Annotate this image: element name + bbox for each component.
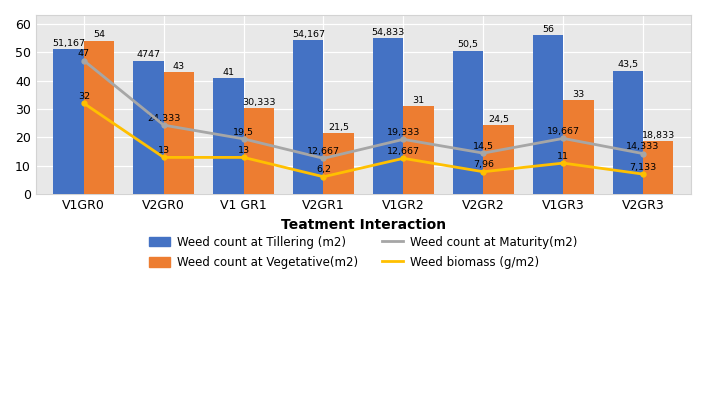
Text: 43,5: 43,5: [617, 61, 638, 69]
Text: 4747: 4747: [136, 51, 160, 59]
Text: 12,667: 12,667: [307, 147, 340, 156]
Text: 33: 33: [573, 90, 585, 99]
Bar: [323, 133, 354, 194]
Bar: [54, 49, 84, 194]
Bar: [84, 41, 114, 194]
Text: 54,833: 54,833: [371, 28, 405, 37]
Bar: [293, 40, 323, 194]
Text: 21,5: 21,5: [328, 123, 349, 132]
Text: 54: 54: [93, 30, 105, 39]
Bar: [484, 124, 514, 194]
Text: 30,333: 30,333: [242, 98, 275, 107]
Text: 41: 41: [222, 68, 234, 76]
Text: 19,5: 19,5: [233, 127, 254, 137]
Bar: [643, 141, 674, 194]
Bar: [563, 100, 594, 194]
Bar: [453, 51, 484, 194]
Text: 6,2: 6,2: [316, 166, 331, 174]
Text: 54,167: 54,167: [292, 30, 325, 39]
Text: 51,167: 51,167: [52, 39, 85, 48]
Text: 43: 43: [173, 62, 185, 71]
Bar: [533, 35, 563, 194]
Text: 56: 56: [542, 25, 554, 34]
Text: 18,833: 18,833: [642, 131, 675, 139]
Bar: [403, 106, 433, 194]
Bar: [373, 38, 403, 194]
Text: 13: 13: [157, 146, 169, 155]
Text: 19,333: 19,333: [387, 128, 420, 137]
Text: 11: 11: [557, 152, 569, 161]
X-axis label: Teatment Interaction: Teatment Interaction: [281, 218, 446, 232]
Bar: [213, 78, 244, 194]
Text: 14,333: 14,333: [626, 142, 659, 151]
Text: 19,667: 19,667: [546, 127, 580, 136]
Legend: Weed count at Tillering (m2), Weed count at Vegetative(m2), Weed count at Maturi: Weed count at Tillering (m2), Weed count…: [143, 230, 584, 275]
Text: 47: 47: [78, 49, 90, 58]
Bar: [133, 61, 164, 194]
Text: 32: 32: [78, 92, 90, 101]
Text: 12,667: 12,667: [387, 147, 420, 156]
Bar: [244, 108, 274, 194]
Text: 13: 13: [237, 146, 250, 155]
Text: 7,96: 7,96: [473, 161, 493, 169]
Bar: [164, 72, 194, 194]
Text: 24,5: 24,5: [488, 115, 509, 124]
Text: 14,5: 14,5: [473, 142, 493, 151]
Text: 50,5: 50,5: [457, 40, 479, 49]
Bar: [613, 71, 643, 194]
Text: 31: 31: [412, 96, 424, 105]
Text: 7,133: 7,133: [630, 163, 657, 172]
Text: 24,333: 24,333: [147, 114, 180, 123]
